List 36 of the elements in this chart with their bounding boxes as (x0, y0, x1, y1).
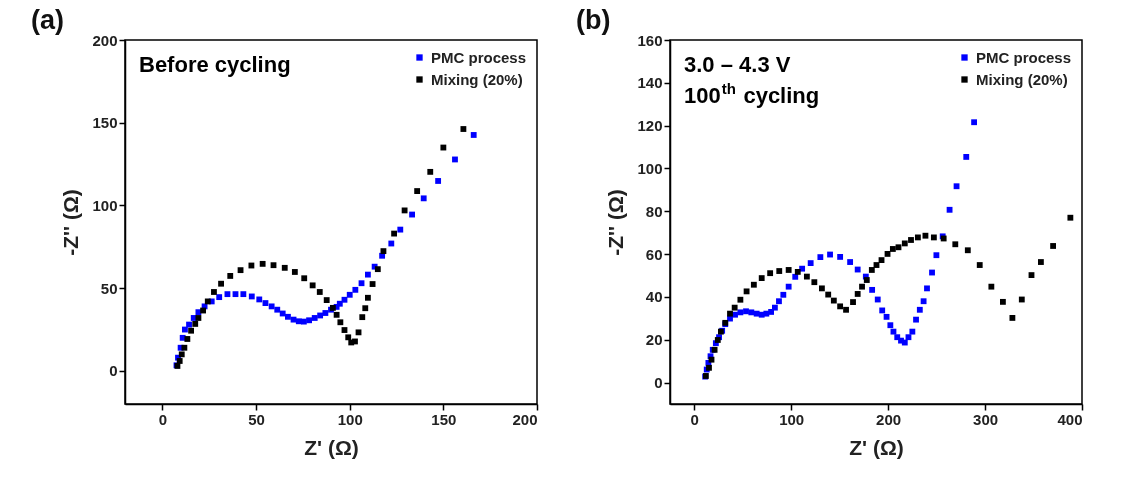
y-tick-label: 200 (92, 31, 118, 49)
y-tick-label: 80 (645, 202, 663, 220)
y-tick-label: 100 (92, 196, 118, 214)
y-tick-label: 160 (637, 31, 663, 49)
y-tick-label: 140 (637, 74, 663, 92)
legend-label: Mixing (20%) (431, 70, 523, 88)
y-tick-label: 60 (645, 245, 663, 263)
x-tick-label: 300 (973, 410, 999, 428)
x-tick-label: 0 (158, 410, 168, 428)
x-tick-label: 400 (1057, 410, 1083, 428)
annotation: 3.0 – 4.3 V (684, 52, 791, 77)
x-axis-title: Z' (Ω) (849, 435, 904, 459)
x-tick-label: 200 (512, 410, 538, 428)
y-tick-label: 0 (109, 362, 118, 380)
y-tick-label: 150 (92, 114, 118, 132)
y-tick-label: 120 (637, 117, 663, 135)
legend-label: PMC process (431, 48, 527, 66)
annotation: Before cycling (139, 52, 291, 77)
legend-label: Mixing (20%) (976, 70, 1068, 88)
x-axis-title: Z' (Ω) (304, 435, 359, 459)
y-tick-label: 20 (645, 331, 663, 349)
y-axis-title: -Z'' (Ω) (59, 189, 83, 256)
chart-title: (b) (575, 5, 611, 35)
x-tick-label: 50 (248, 410, 265, 428)
y-tick-label: 50 (100, 279, 118, 297)
x-tick-label: 100 (337, 410, 363, 428)
x-tick-label: 150 (431, 410, 457, 428)
x-tick-label: 200 (876, 410, 902, 428)
chart-title: (a) (30, 5, 64, 35)
x-tick-label: 100 (779, 410, 805, 428)
legend-label: PMC process (976, 48, 1072, 66)
y-tick-label: 0 (654, 374, 663, 392)
y-tick-label: 40 (645, 288, 663, 306)
y-axis-title: -Z'' (Ω) (604, 189, 628, 256)
x-tick-label: 0 (690, 410, 699, 428)
y-tick-label: 100 (637, 159, 663, 177)
